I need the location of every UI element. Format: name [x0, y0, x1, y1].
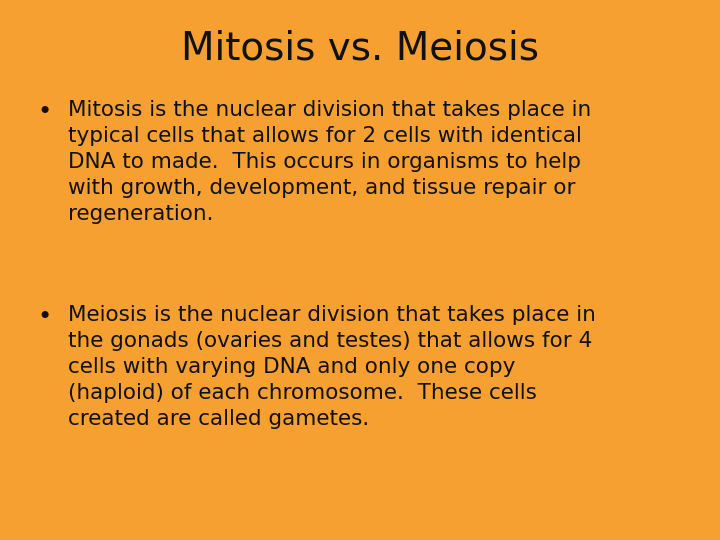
Text: •: • [37, 305, 52, 329]
Text: Meiosis is the nuclear division that takes place in
the gonads (ovaries and test: Meiosis is the nuclear division that tak… [68, 305, 596, 429]
Text: Mitosis vs. Meiosis: Mitosis vs. Meiosis [181, 30, 539, 68]
Text: Mitosis is the nuclear division that takes place in
typical cells that allows fo: Mitosis is the nuclear division that tak… [68, 100, 592, 224]
Text: •: • [37, 100, 52, 124]
